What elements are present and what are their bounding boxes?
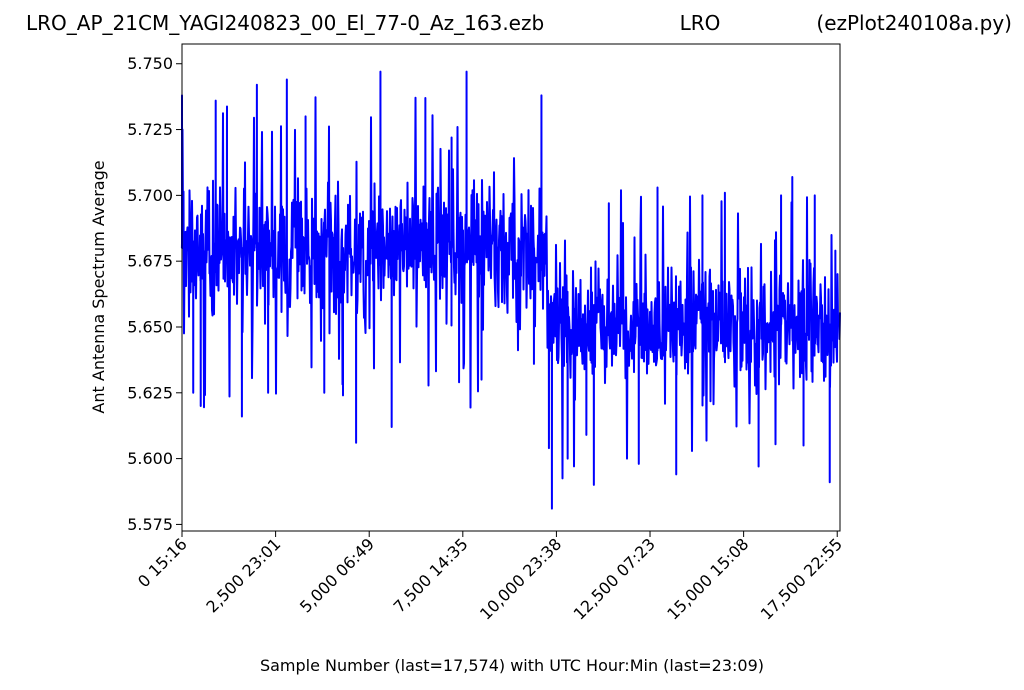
x-tick-label: 2,500 23:01 bbox=[202, 534, 284, 616]
chart-title-site: LRO bbox=[680, 11, 721, 35]
y-tick-label: 5.575 bbox=[127, 515, 173, 534]
x-tick-label: 0 15:16 bbox=[134, 534, 191, 591]
y-tick-label: 5.700 bbox=[127, 186, 173, 205]
x-tick-label: 15,000 15:08 bbox=[663, 534, 752, 623]
x-tick-label: 17,500 22:55 bbox=[757, 534, 846, 623]
y-axis: 5.575 5.600 5.625 5.650 5.675 5.700 5.725 5.750 bbox=[127, 54, 182, 534]
chart-title-filename: LRO_AP_21CM_YAGI240823_00_El_77-0_Az_163… bbox=[26, 11, 544, 35]
plot-area-frame bbox=[181, 43, 841, 532]
y-tick-label: 5.750 bbox=[127, 54, 173, 73]
x-axis-label: Sample Number (last=17,574) with UTC Hou… bbox=[260, 656, 764, 675]
y-axis-label: Ant Antenna Spectrum Average bbox=[89, 160, 108, 413]
y-tick-label: 5.650 bbox=[127, 317, 173, 336]
y-tick-label: 5.625 bbox=[127, 383, 173, 402]
series-line bbox=[180, 70, 841, 510]
series-layer bbox=[180, 70, 841, 510]
x-tick-label: 7,500 14:35 bbox=[390, 534, 472, 616]
y-tick-label: 5.675 bbox=[127, 252, 173, 271]
chart-title-script: (ezPlot240108a.py) bbox=[816, 11, 1012, 35]
y-tick-label: 5.725 bbox=[127, 120, 173, 139]
x-axis: 0 15:16 2,500 23:01 5,000 06:49 7,500 14:35… bbox=[134, 531, 846, 624]
x-tick-label: 10,000 23:38 bbox=[476, 534, 565, 623]
x-tick-label: 12,500 07:23 bbox=[570, 534, 659, 623]
x-tick-label: 5,000 06:49 bbox=[296, 534, 378, 616]
y-tick-label: 5.600 bbox=[127, 449, 173, 468]
